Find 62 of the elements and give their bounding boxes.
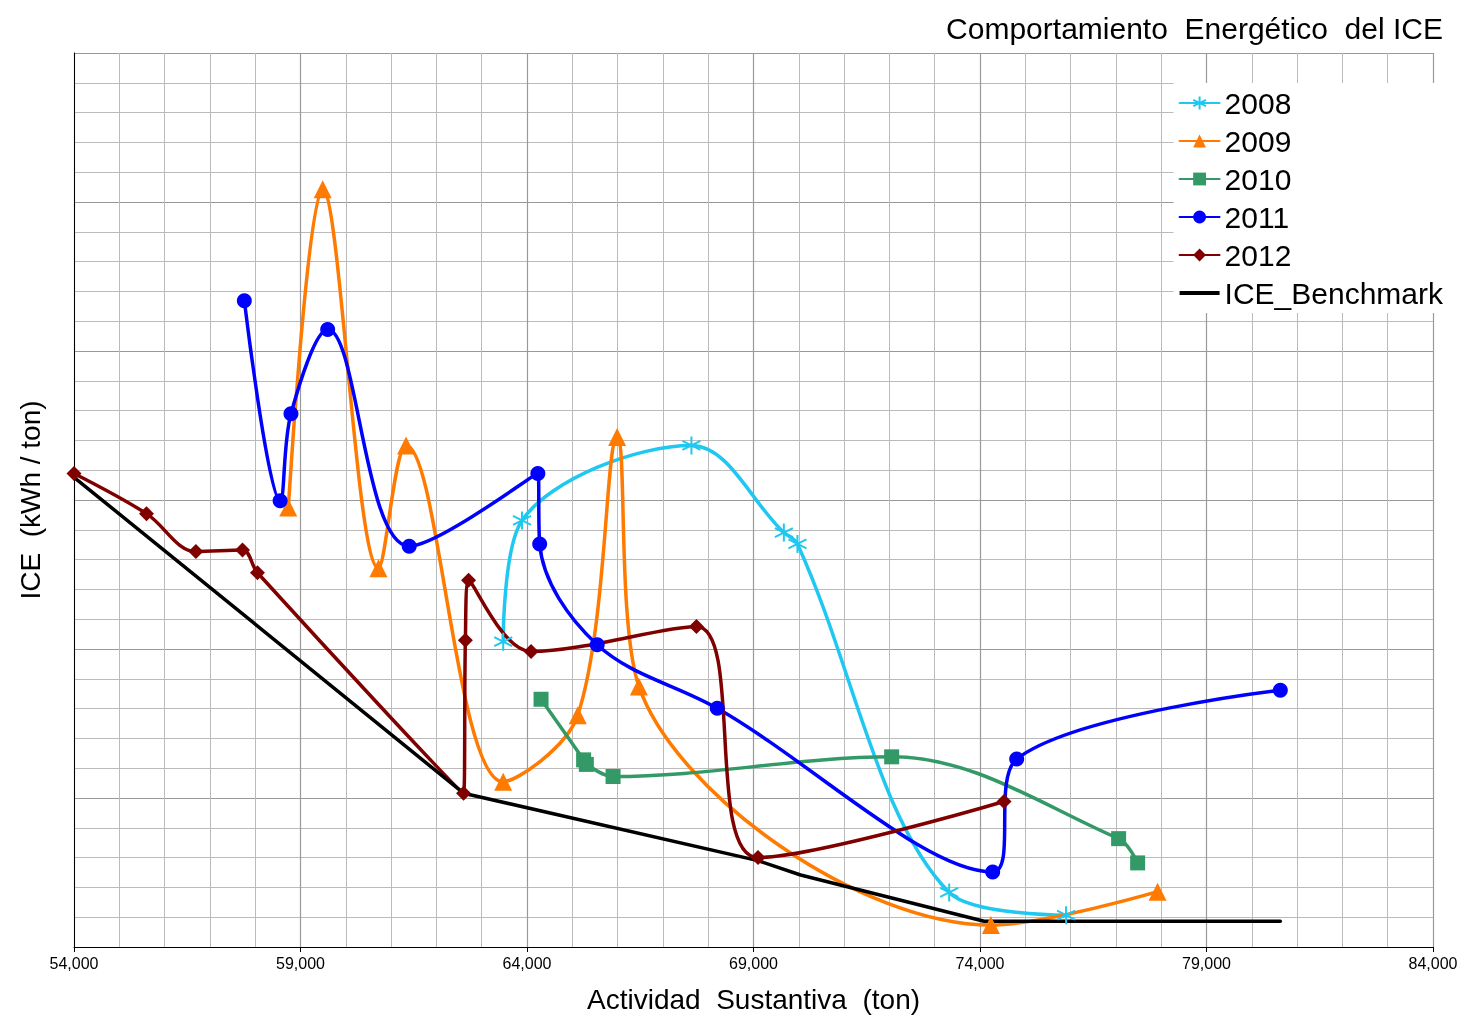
point xyxy=(1111,831,1127,847)
point xyxy=(605,769,621,785)
point xyxy=(494,772,513,791)
point xyxy=(320,322,336,338)
point xyxy=(981,916,1000,935)
x-tick-label: 64,000 xyxy=(502,954,552,972)
point xyxy=(512,510,533,531)
chart-title: Comportamiento Energético del ICE xyxy=(946,11,1443,45)
point xyxy=(313,180,332,199)
point xyxy=(523,644,539,660)
point xyxy=(461,572,477,588)
x-tick-label: 84,000 xyxy=(1408,954,1458,972)
legend-label: 2012 xyxy=(1224,238,1292,272)
point xyxy=(272,493,288,509)
point xyxy=(66,465,82,481)
point xyxy=(533,691,549,707)
point xyxy=(1272,682,1288,698)
legend-label: 2008 xyxy=(1224,86,1292,120)
y-axis-title: ICE (kWh / ton) xyxy=(14,400,46,600)
point xyxy=(283,406,299,422)
point xyxy=(787,533,808,554)
x-axis-title: Actividad Sustantiva (ton) xyxy=(586,983,921,1015)
point xyxy=(884,749,900,765)
point xyxy=(188,544,204,560)
point xyxy=(493,631,514,652)
point xyxy=(397,436,416,455)
x-tick-label: 54,000 xyxy=(49,954,99,972)
point xyxy=(608,428,627,447)
point xyxy=(681,435,702,456)
point xyxy=(589,637,605,653)
point xyxy=(773,522,794,543)
legend-label: 2009 xyxy=(1224,124,1292,158)
point xyxy=(939,882,960,903)
point xyxy=(532,536,548,552)
point xyxy=(249,565,265,581)
point xyxy=(457,632,473,648)
x-tick-label: 74,000 xyxy=(955,954,1005,972)
x-tick-label: 59,000 xyxy=(276,954,326,972)
point xyxy=(235,542,251,558)
point xyxy=(138,506,154,522)
legend-label: 2010 xyxy=(1224,162,1292,196)
x-tick-label: 79,000 xyxy=(1182,954,1232,972)
point xyxy=(985,864,1001,880)
point xyxy=(401,538,417,554)
point xyxy=(369,559,388,578)
point xyxy=(236,293,252,309)
point xyxy=(530,465,546,481)
point xyxy=(1148,882,1167,901)
point xyxy=(750,850,766,866)
point xyxy=(688,619,704,635)
point xyxy=(578,756,594,772)
point xyxy=(709,700,725,716)
x-tick-label: 69,000 xyxy=(729,954,779,972)
point xyxy=(1130,855,1146,871)
point xyxy=(996,794,1012,810)
point xyxy=(1056,905,1077,926)
point xyxy=(1009,751,1025,767)
legend-label: 2011 xyxy=(1224,200,1290,234)
point xyxy=(456,785,472,801)
point xyxy=(629,677,648,696)
point xyxy=(568,706,587,725)
legend-label: ICE_Benchmark xyxy=(1224,276,1444,310)
